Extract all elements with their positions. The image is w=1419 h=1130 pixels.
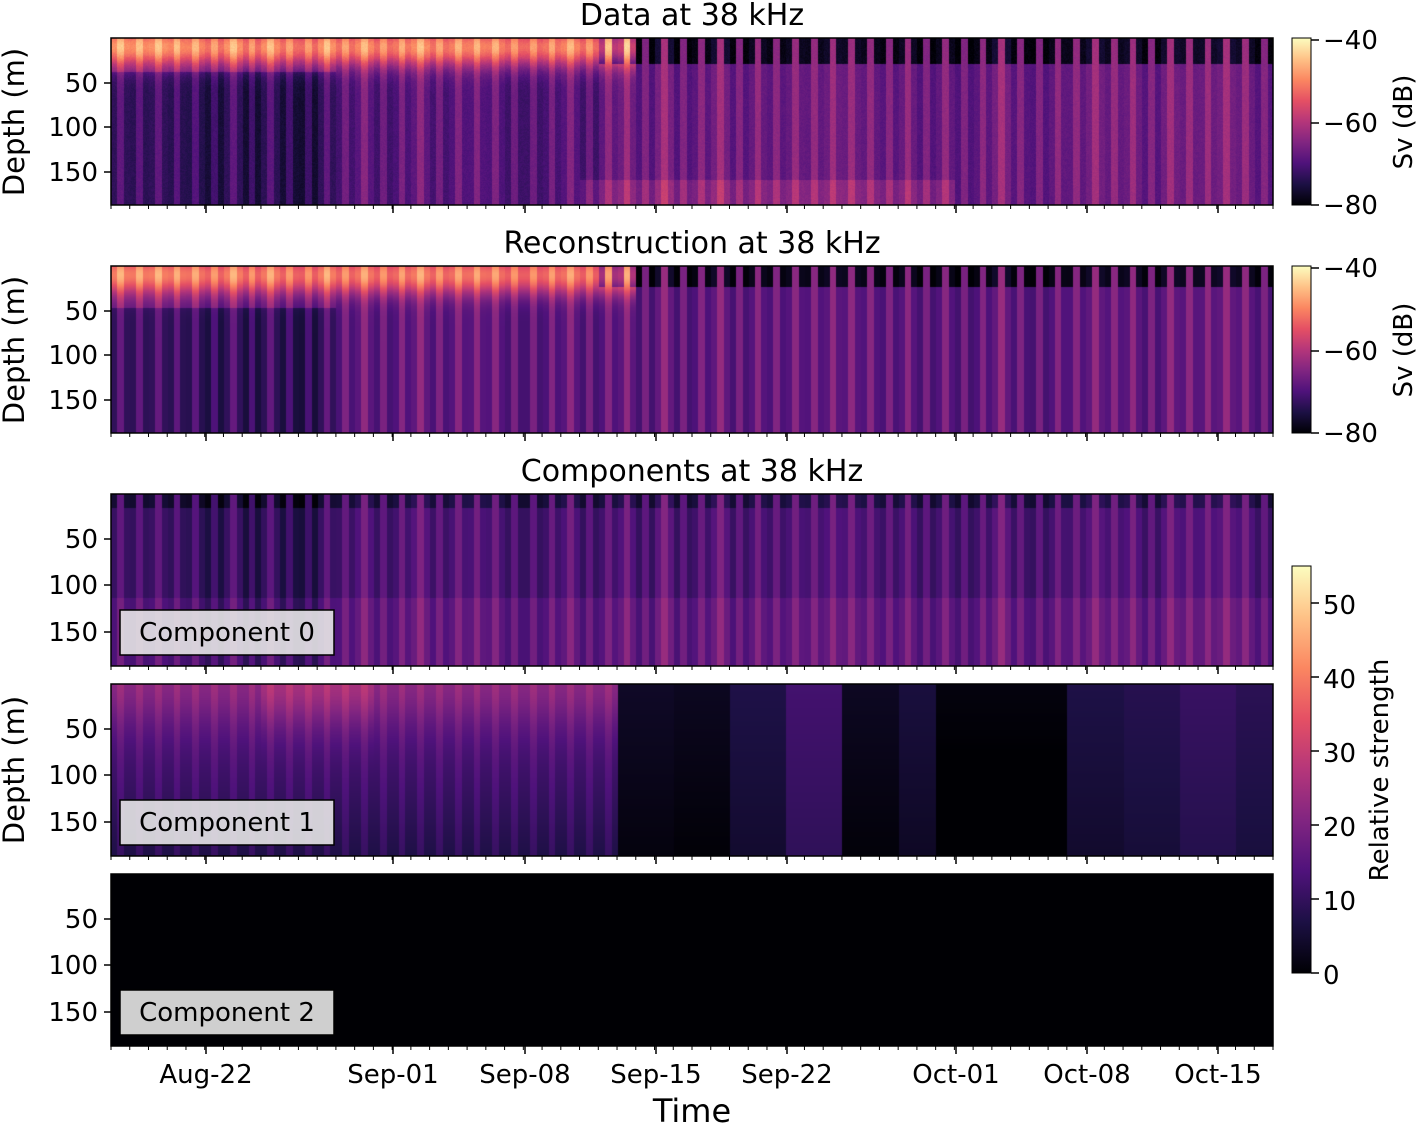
ytick-label: 50: [65, 905, 98, 935]
panel-comp1-ylabel: Depth (m): [0, 696, 31, 844]
x-minor-ticks: [110, 856, 1274, 864]
colorbar-data-gradient: [1291, 37, 1312, 206]
x-minor-ticks: [110, 1046, 1274, 1054]
x-minor-ticks: [110, 666, 1274, 674]
ytick-label: 50: [65, 297, 98, 327]
component-2-label: Component 2: [139, 998, 315, 1028]
component-1-label: Component 1: [139, 808, 315, 838]
colorbar-tick-label: −60: [1323, 337, 1378, 367]
panel-comp0: Components at 38 kHz 50 100 150 Componen…: [48, 454, 1274, 674]
xtick-label: Sep-01: [347, 1060, 438, 1090]
colorbar-recon-gradient: [1291, 265, 1312, 434]
panel-recon: Reconstruction at 38 kHz 50 100 150 Dept…: [0, 226, 1274, 441]
x-axis-tick-labels: Aug-22 Sep-01 Sep-08 Sep-15 Sep-22 Oct-0…: [159, 1060, 1261, 1090]
ytick-label: 50: [65, 715, 98, 745]
panel-comp1: 50 100 150 Depth (m) Component 1: [0, 683, 1274, 864]
xtick-label: Oct-15: [1174, 1060, 1261, 1090]
colorbar-tick-label: 40: [1323, 665, 1356, 695]
colorbar-data: −40 −60 −80 Sv (dB): [1291, 26, 1419, 221]
colorbar-recon-label: Sv (dB): [1389, 303, 1419, 398]
xtick-label: Aug-22: [159, 1060, 252, 1090]
panel-recon-heatmap: [111, 266, 1273, 433]
component-0-label: Component 0: [139, 618, 315, 648]
colorbar-tick-label: −80: [1323, 191, 1378, 221]
xtick-label: Sep-15: [610, 1060, 701, 1090]
colorbar-recon: −40 −60 −80 Sv (dB): [1291, 254, 1419, 449]
ytick-label: 150: [48, 158, 98, 188]
panel-comp0-title: Components at 38 kHz: [521, 454, 863, 489]
panel-recon-ylabel: Depth (m): [0, 276, 31, 424]
colorbar-tick-label: −40: [1323, 254, 1378, 284]
panel-recon-title: Reconstruction at 38 kHz: [503, 226, 880, 261]
ytick-label: 100: [48, 113, 98, 143]
panel-comp1-yticks: 50 100 150: [48, 715, 111, 838]
colorbar-components-gradient: [1291, 565, 1312, 974]
panel-data: Data at 38 kHz 50 100 150 Depth (m): [0, 0, 1274, 213]
panel-comp2-yticks: 50 100 150: [48, 905, 111, 1028]
ytick-label: 50: [65, 69, 98, 99]
ytick-label: 100: [48, 341, 98, 371]
colorbar-tick-label: −40: [1323, 26, 1378, 56]
colorbar-tick-label: 20: [1323, 813, 1356, 843]
panel-data-ylabel: Depth (m): [0, 48, 31, 196]
colorbar-data-label: Sv (dB): [1389, 75, 1419, 170]
ytick-label: 100: [48, 951, 98, 981]
colorbar-components-label: Relative strength: [1365, 659, 1395, 882]
ytick-label: 50: [65, 525, 98, 555]
component-2-label-box: Component 2: [119, 989, 335, 1036]
colorbar-tick-label: 10: [1323, 887, 1356, 917]
ytick-label: 150: [48, 998, 98, 1028]
panel-data-heatmap: [111, 38, 1273, 205]
panel-data-title: Data at 38 kHz: [580, 0, 804, 33]
xtick-label: Sep-08: [479, 1060, 570, 1090]
x-minor-ticks: [110, 433, 1274, 441]
colorbar-tick-label: −60: [1323, 109, 1378, 139]
colorbar-tick-label: −80: [1323, 419, 1378, 449]
panel-comp0-yticks: 50 100 150: [48, 525, 111, 648]
xtick-label: Sep-22: [741, 1060, 832, 1090]
panel-recon-yticks: 50 100 150: [48, 297, 111, 416]
xtick-label: Oct-08: [1043, 1060, 1130, 1090]
ytick-label: 100: [48, 761, 98, 791]
xtick-label: Oct-01: [912, 1060, 999, 1090]
ytick-label: 100: [48, 571, 98, 601]
colorbar-tick-label: 30: [1323, 739, 1356, 769]
ytick-label: 150: [48, 618, 98, 648]
panel-comp2: 50 100 150 Component 2: [48, 873, 1274, 1054]
component-0-label-box: Component 0: [119, 609, 335, 656]
ytick-label: 150: [48, 386, 98, 416]
x-axis-label: Time: [652, 1092, 731, 1130]
component-1-label-box: Component 1: [119, 799, 335, 846]
colorbar-tick-label: 0: [1323, 961, 1340, 991]
colorbar-tick-label: 50: [1323, 591, 1356, 621]
ytick-label: 150: [48, 808, 98, 838]
panel-data-yticks: 50 100 150: [48, 69, 111, 188]
colorbar-components: 0 10 20 30 40 50 Relative strength: [1291, 565, 1395, 991]
x-minor-ticks: [110, 205, 1274, 213]
